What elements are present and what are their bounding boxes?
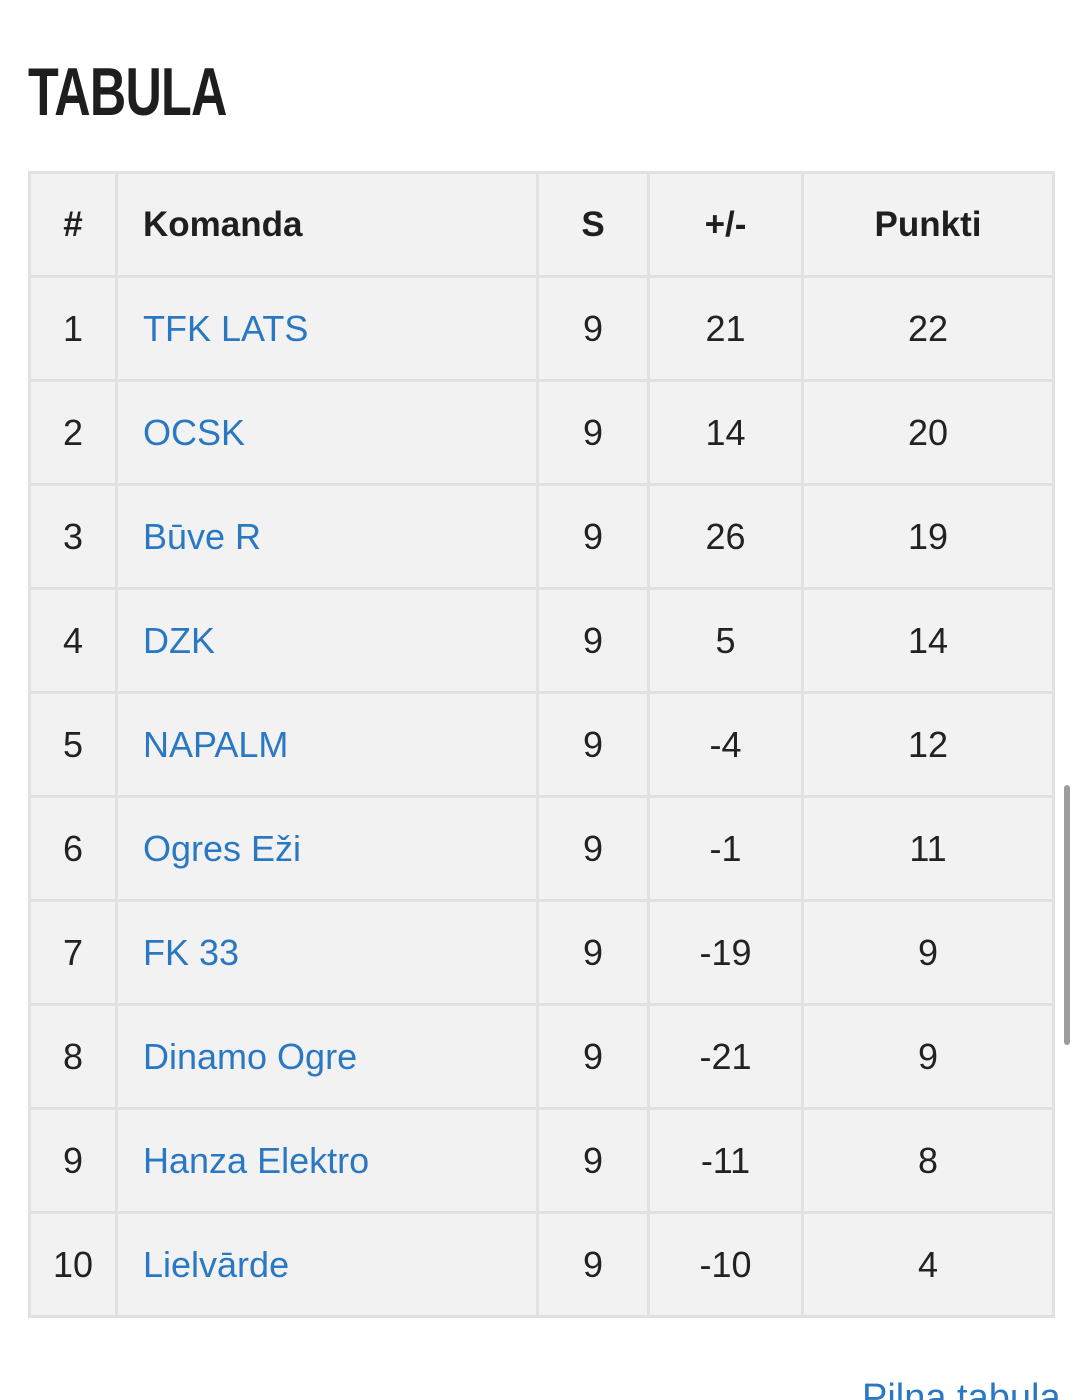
rank-cell: 3 xyxy=(28,483,118,590)
goal-diff-cell: -4 xyxy=(647,691,804,798)
goal-diff-cell: 26 xyxy=(647,483,804,590)
team-cell: Dinamo Ogre xyxy=(115,1003,539,1110)
rank-cell: 8 xyxy=(28,1003,118,1110)
table-row: 6 Ogres Eži 9 -1 11 xyxy=(28,795,1055,902)
team-link[interactable]: Būve R xyxy=(143,515,262,557)
header-played: S xyxy=(536,171,650,278)
goal-diff-cell: -19 xyxy=(647,899,804,1006)
table-row: 7 FK 33 9 -19 9 xyxy=(28,899,1055,1006)
team-cell: DZK xyxy=(115,587,539,694)
goal-diff-cell: 21 xyxy=(647,275,804,382)
played-cell: 9 xyxy=(536,1107,650,1214)
team-link[interactable]: Hanza Elektro xyxy=(143,1139,370,1181)
table-header-row: # Komanda S +/- Punkti xyxy=(28,171,1055,278)
team-cell: Ogres Eži xyxy=(115,795,539,902)
points-cell: 9 xyxy=(801,899,1055,1006)
points-cell: 11 xyxy=(801,795,1055,902)
points-cell: 4 xyxy=(801,1211,1055,1318)
team-cell: FK 33 xyxy=(115,899,539,1006)
table-row: 8 Dinamo Ogre 9 -21 9 xyxy=(28,1003,1055,1110)
team-cell: Hanza Elektro xyxy=(115,1107,539,1214)
team-link[interactable]: OCSK xyxy=(143,411,246,453)
standings-table: # Komanda S +/- Punkti 1 TFK LATS 9 21 22 2 OC… xyxy=(28,171,1055,1318)
played-cell: 9 xyxy=(536,1211,650,1318)
rank-cell: 6 xyxy=(28,795,118,902)
rank-cell: 5 xyxy=(28,691,118,798)
played-cell: 9 xyxy=(536,275,650,382)
points-cell: 19 xyxy=(801,483,1055,590)
team-link[interactable]: TFK LATS xyxy=(143,307,309,349)
table-row: 5 NAPALM 9 -4 12 xyxy=(28,691,1055,798)
standings-body: 1 TFK LATS 9 21 22 2 OCSK 9 14 20 3 Būve R 9 26 19 4 DZK… xyxy=(28,275,1055,1318)
table-row: 2 OCSK 9 14 20 xyxy=(28,379,1055,486)
rank-cell: 2 xyxy=(28,379,118,486)
played-cell: 9 xyxy=(536,587,650,694)
team-link[interactable]: Lielvārde xyxy=(143,1243,290,1285)
played-cell: 9 xyxy=(536,1003,650,1110)
team-cell: Būve R xyxy=(115,483,539,590)
full-table-link[interactable]: Pilna tabula xyxy=(862,1377,1061,1400)
table-row: 4 DZK 9 5 14 xyxy=(28,587,1055,694)
header-points: Punkti xyxy=(801,171,1055,278)
team-link[interactable]: Ogres Eži xyxy=(143,827,302,869)
rank-cell: 1 xyxy=(28,275,118,382)
goal-diff-cell: 5 xyxy=(647,587,804,694)
team-link[interactable]: Dinamo Ogre xyxy=(143,1035,358,1077)
goal-diff-cell: -11 xyxy=(647,1107,804,1214)
rank-cell: 4 xyxy=(28,587,118,694)
goal-diff-cell: -21 xyxy=(647,1003,804,1110)
table-row: 9 Hanza Elektro 9 -11 8 xyxy=(28,1107,1055,1214)
goal-diff-cell: -1 xyxy=(647,795,804,902)
rank-cell: 10 xyxy=(28,1211,118,1318)
rank-cell: 7 xyxy=(28,899,118,1006)
scrollbar-thumb[interactable] xyxy=(1064,785,1070,1045)
goal-diff-cell: -10 xyxy=(647,1211,804,1318)
team-cell: Lielvārde xyxy=(115,1211,539,1318)
points-cell: 22 xyxy=(801,275,1055,382)
table-row: 10 Lielvārde 9 -10 4 xyxy=(28,1211,1055,1318)
table-row: 1 TFK LATS 9 21 22 xyxy=(28,275,1055,382)
table-row: 3 Būve R 9 26 19 xyxy=(28,483,1055,590)
team-link[interactable]: DZK xyxy=(143,619,215,661)
played-cell: 9 xyxy=(536,795,650,902)
points-cell: 12 xyxy=(801,691,1055,798)
played-cell: 9 xyxy=(536,899,650,1006)
header-rank: # xyxy=(28,171,118,278)
points-cell: 20 xyxy=(801,379,1055,486)
points-cell: 8 xyxy=(801,1107,1055,1214)
team-link[interactable]: NAPALM xyxy=(143,723,289,765)
team-cell: OCSK xyxy=(115,379,539,486)
header-team: Komanda xyxy=(115,171,539,278)
goal-diff-cell: 14 xyxy=(647,379,804,486)
team-cell: NAPALM xyxy=(115,691,539,798)
team-cell: TFK LATS xyxy=(115,275,539,382)
played-cell: 9 xyxy=(536,691,650,798)
header-goal-diff: +/- xyxy=(647,171,804,278)
team-link[interactable]: FK 33 xyxy=(143,931,240,973)
played-cell: 9 xyxy=(536,483,650,590)
page-title: TABULA xyxy=(28,54,227,130)
points-cell: 9 xyxy=(801,1003,1055,1110)
rank-cell: 9 xyxy=(28,1107,118,1214)
points-cell: 14 xyxy=(801,587,1055,694)
played-cell: 9 xyxy=(536,379,650,486)
